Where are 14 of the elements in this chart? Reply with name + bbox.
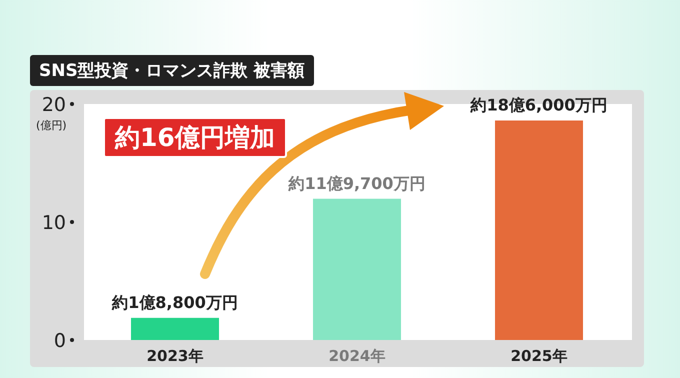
y-axis-title: (億円)	[36, 118, 67, 133]
y-tick-label: 10	[42, 212, 66, 234]
data-label: 約11億9,700万円	[288, 174, 426, 193]
data-label: 約1億8,800万円	[111, 292, 238, 312]
bar	[495, 120, 583, 340]
y-tick-label: 20	[42, 94, 66, 116]
x-tick-label: 2024年	[328, 347, 386, 365]
annotation: 約16億円増加	[103, 117, 287, 158]
chart-title: SNS型投資・ロマンス詐欺 被害額	[30, 55, 314, 86]
y-tick-label: 0	[54, 330, 66, 352]
bar	[131, 318, 219, 340]
x-tick-label: 2025年	[510, 347, 568, 365]
x-tick-label: 2023年	[146, 347, 204, 365]
data-label: 約18億6,000万円	[470, 96, 608, 115]
